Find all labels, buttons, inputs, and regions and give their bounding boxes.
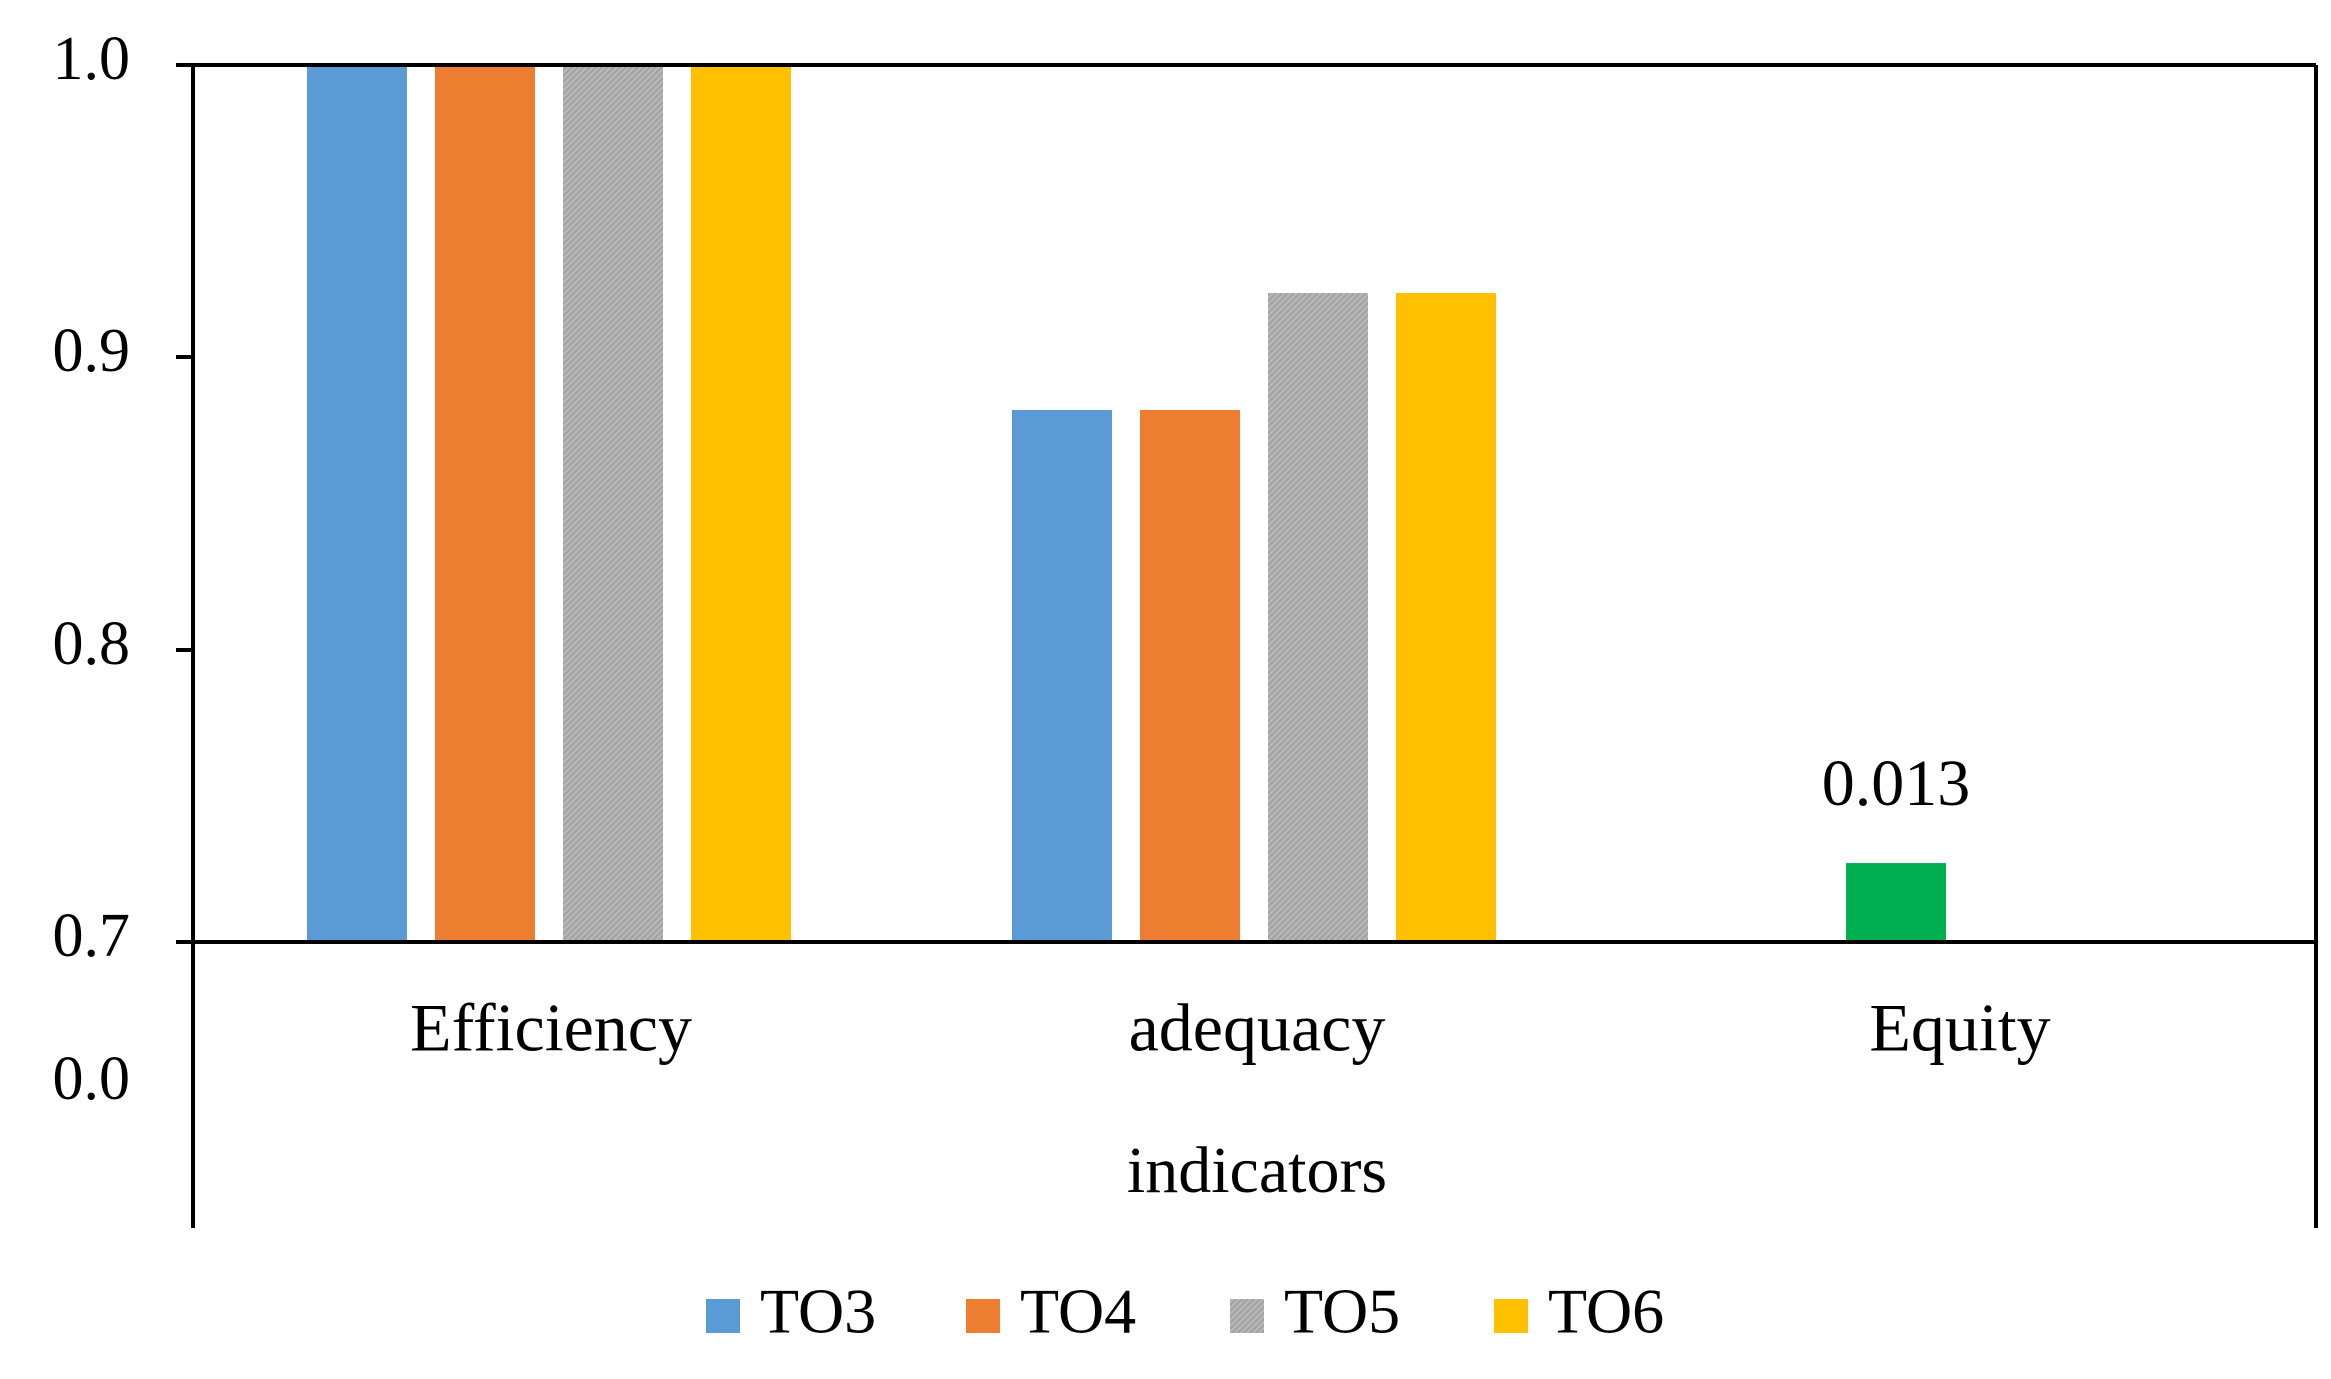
legend: TO3 TO4 TO5 TO6 [706, 1276, 1664, 1347]
bar-to4-adequacy [1140, 409, 1240, 942]
legend-swatch-to4 [966, 1299, 1000, 1333]
y-tick-label: 0.7 [53, 902, 131, 970]
bar-to3-efficiency [307, 65, 407, 942]
bar-to4-efficiency [435, 65, 535, 942]
y-tick-label: 0.9 [53, 317, 131, 385]
bar-to6-adequacy [1396, 293, 1496, 942]
equity-data-label: 0.013 [1822, 747, 1971, 820]
bar-to3-adequacy [1012, 409, 1112, 942]
legend-label-to6: TO6 [1548, 1276, 1664, 1347]
bar-equity [1846, 863, 1946, 942]
category-label-efficiency: Efficiency [410, 990, 692, 1066]
category-label-adequacy: adequacy [1129, 990, 1386, 1066]
legend-label-to3: TO3 [760, 1276, 876, 1347]
y-break-label: 0.0 [53, 1045, 131, 1113]
y-tick-label: 1.0 [53, 25, 131, 93]
bar-to5-efficiency [563, 65, 663, 942]
legend-label-to5: TO5 [1284, 1276, 1400, 1347]
bars-group [307, 65, 1946, 942]
legend-swatch-to3 [706, 1299, 740, 1333]
category-label-equity: Equity [1869, 990, 2050, 1066]
x-axis-title: indicators [1127, 1134, 1387, 1207]
legend-label-to4: TO4 [1020, 1276, 1136, 1347]
bar-to5-adequacy [1268, 293, 1368, 942]
y-tick-label: 0.8 [53, 610, 131, 678]
bar-to6-efficiency [691, 65, 791, 942]
legend-swatch-to6 [1494, 1299, 1528, 1333]
legend-swatch-to5 [1230, 1299, 1264, 1333]
